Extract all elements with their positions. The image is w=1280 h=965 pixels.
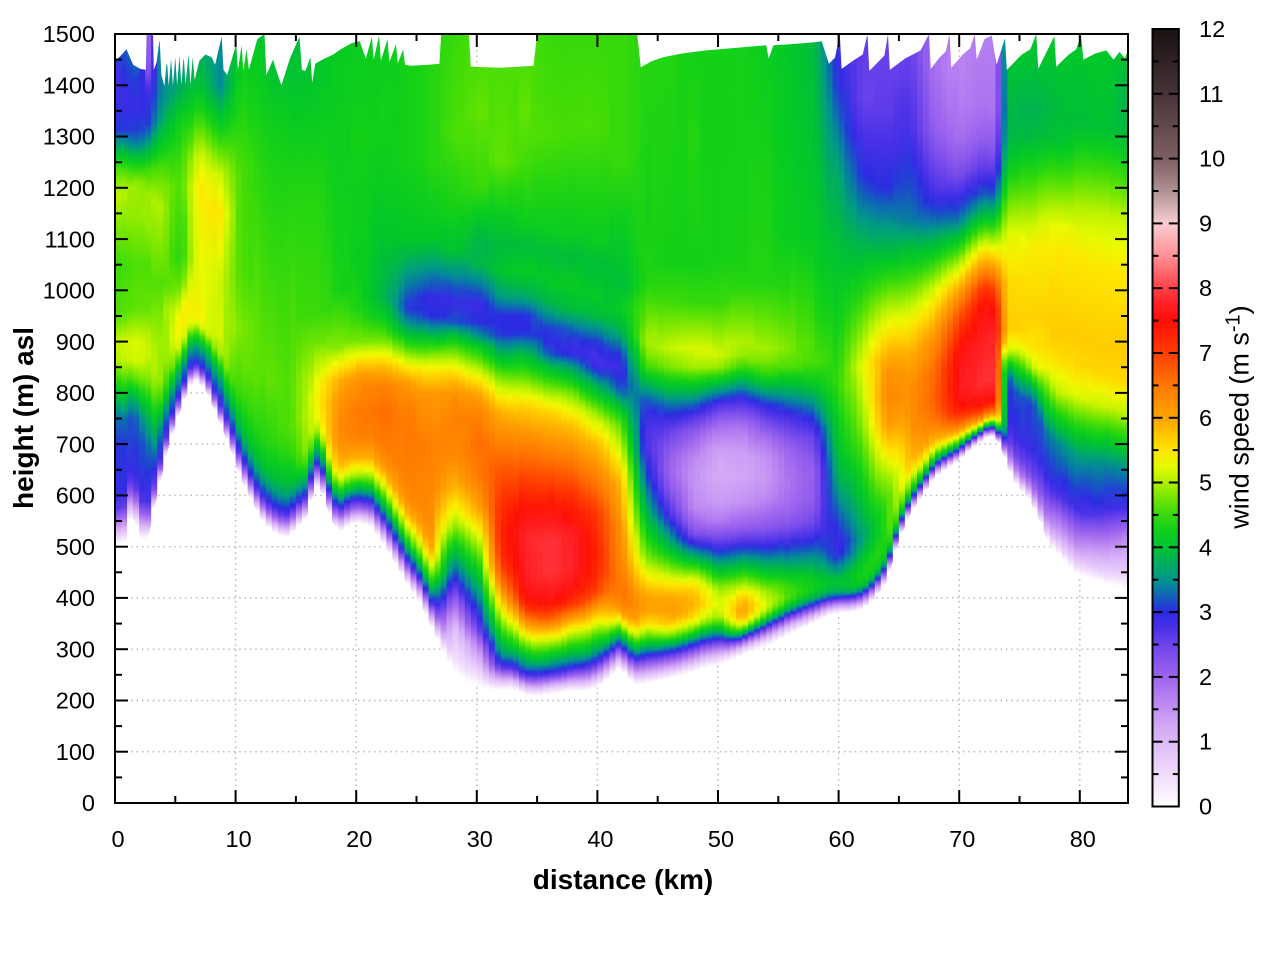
svg-text:3: 3 <box>1199 599 1212 625</box>
svg-text:200: 200 <box>56 688 95 714</box>
svg-text:10: 10 <box>1199 146 1225 172</box>
svg-text:1400: 1400 <box>43 73 95 99</box>
svg-text:0: 0 <box>111 826 124 852</box>
svg-text:0: 0 <box>1199 794 1212 820</box>
svg-text:700: 700 <box>56 431 95 457</box>
svg-text:1200: 1200 <box>43 175 95 201</box>
svg-text:20: 20 <box>346 826 372 852</box>
svg-text:600: 600 <box>56 483 95 509</box>
svg-text:1000: 1000 <box>43 278 95 304</box>
svg-text:80: 80 <box>1070 826 1096 852</box>
svg-text:40: 40 <box>587 826 613 852</box>
svg-text:11: 11 <box>1199 81 1223 107</box>
svg-text:1300: 1300 <box>43 124 95 150</box>
svg-text:7: 7 <box>1199 340 1212 366</box>
svg-text:30: 30 <box>467 826 493 852</box>
svg-text:4: 4 <box>1199 534 1212 560</box>
svg-text:10: 10 <box>226 826 252 852</box>
svg-text:500: 500 <box>56 534 95 560</box>
svg-text:5: 5 <box>1199 470 1212 496</box>
svg-text:100: 100 <box>56 739 95 765</box>
svg-text:1100: 1100 <box>44 226 95 252</box>
svg-text:900: 900 <box>56 329 95 355</box>
svg-text:800: 800 <box>56 380 95 406</box>
svg-text:400: 400 <box>56 585 95 611</box>
svg-text:12: 12 <box>1199 16 1225 42</box>
svg-text:2: 2 <box>1199 664 1212 690</box>
svg-text:wind speed (m s-1): wind speed (m s-1) <box>1223 305 1255 529</box>
svg-text:50: 50 <box>708 826 734 852</box>
svg-text:1500: 1500 <box>43 21 95 47</box>
svg-text:9: 9 <box>1199 210 1212 236</box>
svg-text:6: 6 <box>1199 405 1212 431</box>
svg-text:70: 70 <box>949 826 975 852</box>
svg-text:distance (km): distance (km) <box>533 864 714 895</box>
svg-text:1: 1 <box>1199 729 1212 755</box>
svg-text:height (m) asl: height (m) asl <box>8 327 39 509</box>
svg-text:60: 60 <box>829 826 855 852</box>
svg-text:300: 300 <box>56 636 95 662</box>
svg-text:0: 0 <box>82 790 95 816</box>
svg-text:8: 8 <box>1199 275 1212 301</box>
